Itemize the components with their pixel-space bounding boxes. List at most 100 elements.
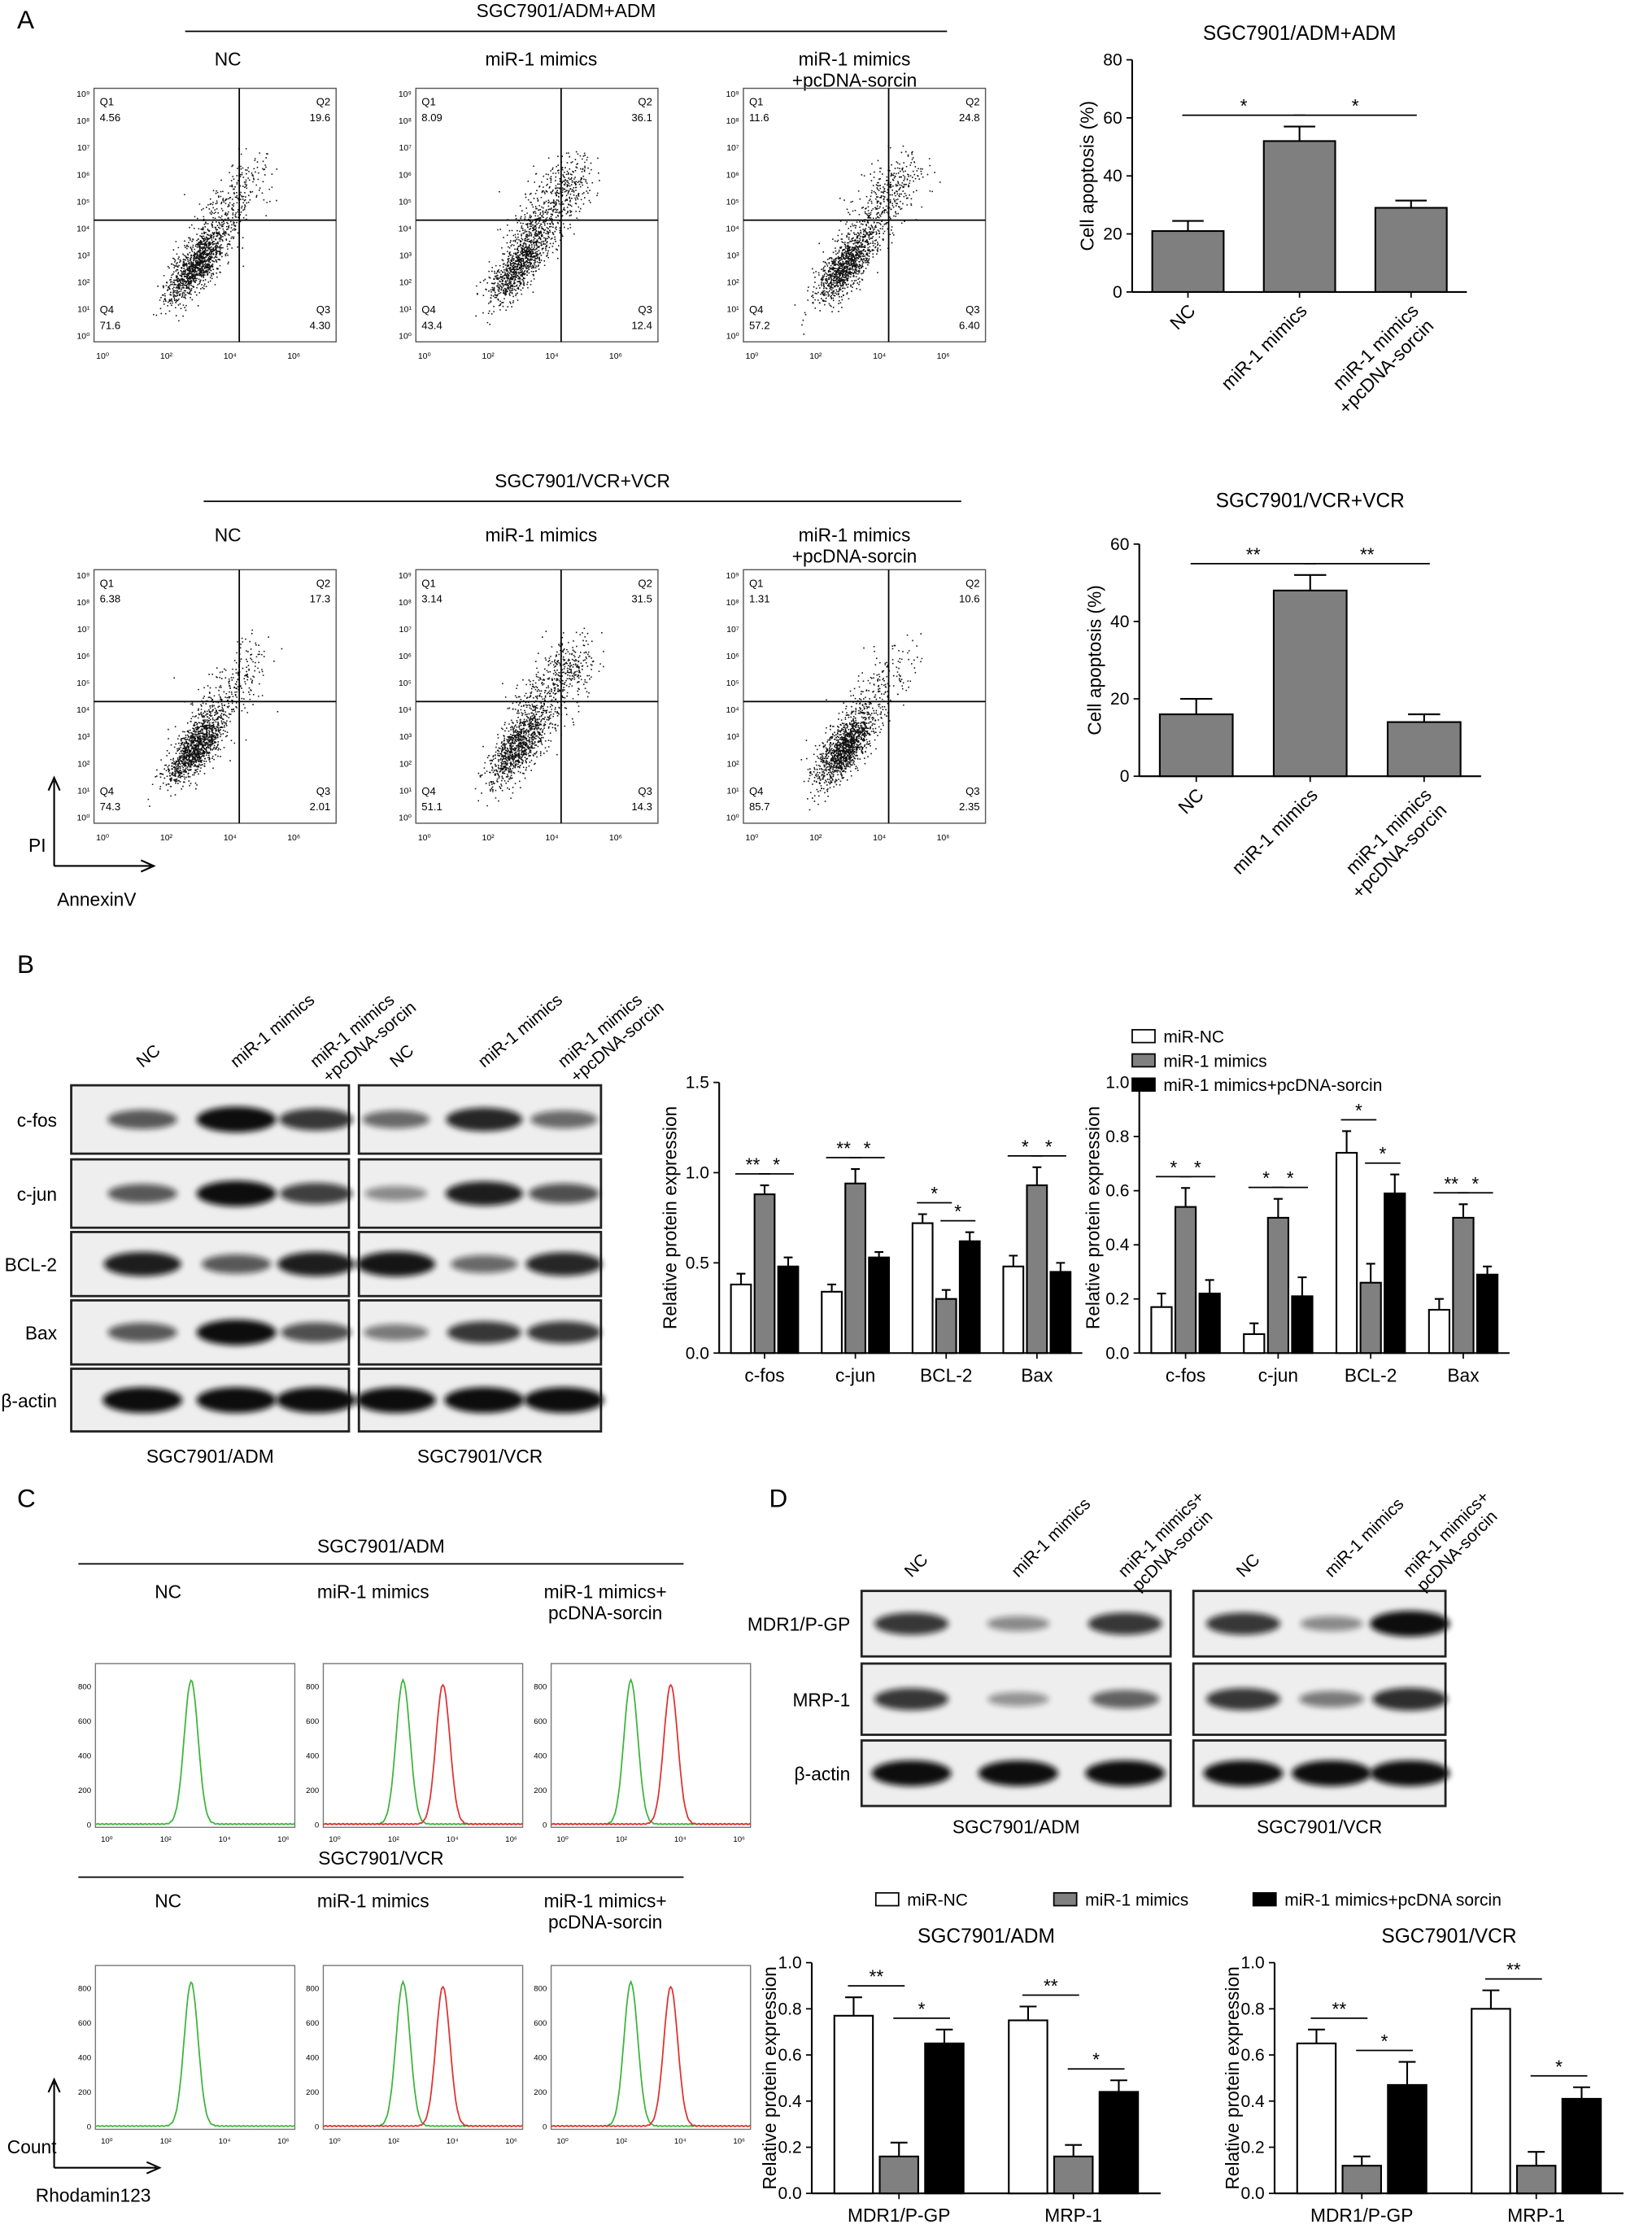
protein-label: β-actin (795, 1763, 851, 1784)
condition-label: miR-1 mimics+pcDNA-sorcin (792, 49, 918, 91)
quadrant-name: Q2 (316, 96, 331, 108)
y-tick-label: 10⁹ (726, 89, 739, 99)
significance-label: ** (1246, 543, 1261, 565)
bar (935, 1298, 957, 1354)
x-tick-label: 10⁶ (277, 1835, 290, 1844)
error-bar (1009, 1254, 1018, 1267)
bar (868, 1256, 891, 1354)
y-tick-label: 0.8 (1241, 2000, 1265, 2018)
error-bar (1032, 1166, 1042, 1186)
y-tick-label: 10⁸ (76, 598, 89, 608)
bar (1475, 1273, 1499, 1354)
blot-band (107, 1184, 177, 1203)
blot-band (1205, 1612, 1281, 1635)
error-bar (935, 2028, 953, 2044)
bar (1335, 1152, 1358, 1354)
quadrant-name: Q3 (965, 785, 980, 797)
bar (844, 1182, 866, 1354)
legend-label: miR-NC (907, 1891, 968, 1910)
x-tick-label: 10² (160, 351, 173, 361)
axis-label: Count (7, 2136, 57, 2157)
plot-frame (415, 87, 659, 342)
quadrant-value: 3.14 (421, 593, 442, 605)
bar (1387, 2083, 1428, 2195)
histogram-red (323, 1985, 523, 2127)
y-tick-label: 10² (727, 278, 740, 288)
y-tick-label: 0.8 (778, 2000, 802, 2018)
x-tick-label: miR-1 mimics (1217, 300, 1311, 395)
condition-label: NC (155, 1581, 181, 1602)
x-tick-label: 10⁶ (937, 833, 950, 843)
blot-band (201, 1254, 272, 1274)
x-tick-label: 10² (160, 833, 173, 843)
chart-title: SGC7901/ADM (918, 1926, 1055, 1948)
y-tick-label: 10⁵ (726, 678, 739, 688)
quadrant-name: Q1 (421, 577, 436, 589)
significance-label: ** (1332, 1998, 1346, 2019)
y-tick-label: 0 (543, 2122, 547, 2131)
legend-swatch (1131, 1028, 1156, 1044)
y-tick-label: 10⁶ (726, 170, 739, 180)
bar (1151, 229, 1225, 293)
error-bar (736, 1272, 746, 1285)
error-bar (1157, 1293, 1166, 1307)
quadrant-value: 4.56 (100, 111, 121, 124)
bar (1359, 1281, 1382, 1354)
blot-band (1085, 1760, 1166, 1786)
significance-label: * (1194, 1157, 1201, 1178)
scatter-dots (474, 627, 604, 807)
error-bar (874, 1251, 884, 1258)
blot-band (196, 1106, 277, 1132)
condition-label: miR-1 mimics+pcDNA-sorcin (792, 524, 918, 566)
quadrant-value: 17.3 (310, 593, 331, 605)
y-tick-label: 0 (315, 1821, 319, 1830)
y-tick-label: 80 (1103, 51, 1122, 70)
quadrant-name: Q1 (749, 577, 764, 589)
y-tick-label: 400 (306, 2054, 319, 2063)
blot-band (355, 1387, 436, 1413)
y-tick-label: 10⁷ (77, 625, 90, 635)
blot-band (1300, 1616, 1363, 1632)
blot-band (1372, 1687, 1448, 1711)
error-bar (1065, 2144, 1083, 2157)
x-tick-label: 10⁶ (609, 351, 622, 361)
y-tick-label: 0.5 (686, 1254, 709, 1272)
error-bar (1205, 1279, 1214, 1294)
x-tick-label: BCL-2 (920, 1364, 972, 1385)
bar (924, 2042, 965, 2195)
y-tick-label: 10¹ (727, 786, 740, 796)
y-tick-label: 40 (1103, 167, 1122, 185)
x-tick-label: 10⁶ (505, 2137, 517, 2146)
bar (1158, 713, 1234, 778)
y-tick-label: 10⁴ (726, 705, 739, 715)
blot-band (103, 1251, 181, 1276)
significance-label: * (1352, 95, 1359, 116)
y-tick-label: 10² (399, 759, 412, 769)
legend-label: miR-1 mimics (1163, 1052, 1266, 1071)
condition-label: NC (215, 524, 242, 545)
legend-label: miR-NC (1163, 1028, 1224, 1047)
bar (1150, 1306, 1173, 1354)
quadrant-name: Q3 (316, 303, 331, 316)
y-tick-label: 10² (77, 278, 90, 288)
x-tick-label: 10⁴ (219, 2137, 231, 2146)
quadrant-value: 12.4 (631, 319, 652, 331)
significance-label: * (1471, 1173, 1479, 1194)
x-tick-label: 10⁰ (101, 2137, 113, 2146)
x-tick-label: MRP-1 (1044, 2205, 1102, 2226)
x-tick-label: c-jun (835, 1364, 875, 1385)
y-tick-label: 10⁸ (399, 598, 412, 608)
y-tick-label: 200 (78, 1786, 91, 1795)
blot-band (450, 1254, 518, 1273)
lane-label: NC (1233, 1551, 1264, 1581)
x-tick-label: 10⁰ (101, 1835, 113, 1844)
bar (1026, 1184, 1048, 1354)
histogram-green (323, 1979, 523, 2127)
y-tick-label: 10³ (727, 732, 740, 742)
quadrant-value: 2.01 (310, 800, 331, 813)
quadrant-value: 24.8 (959, 111, 980, 124)
quadrant-name: Q3 (638, 303, 652, 316)
axis-label: Rhodamin123 (36, 2185, 151, 2206)
histogram-red (551, 1683, 751, 1826)
cell-line-label: SGC7901/ADM (146, 1446, 274, 1467)
